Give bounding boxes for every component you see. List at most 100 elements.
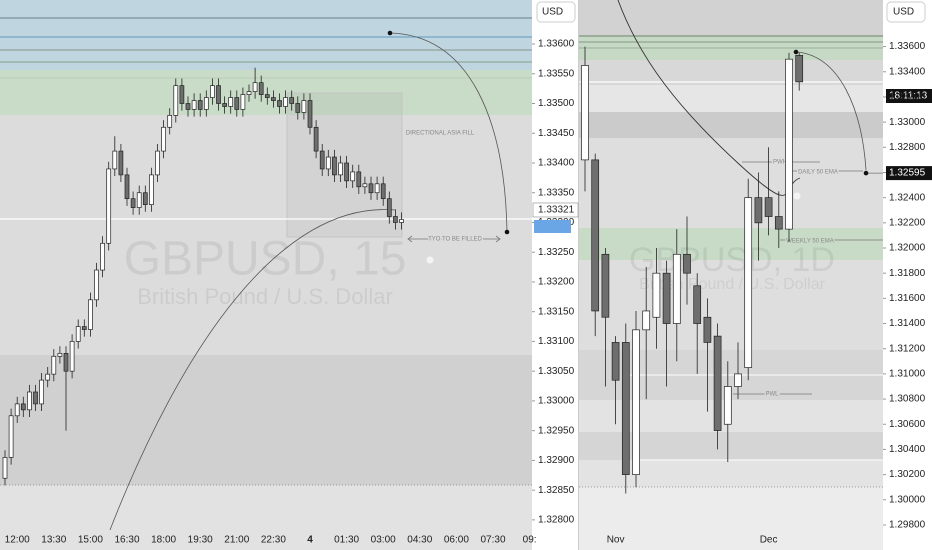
candle-body	[33, 391, 38, 405]
left-zones	[0, 0, 532, 550]
candle-body	[591, 159, 600, 312]
y-tick-label: 1.33350	[538, 187, 575, 198]
candle-body	[167, 115, 173, 128]
candle-body	[277, 100, 282, 107]
currency: USD	[542, 7, 563, 18]
candle-body	[642, 310, 651, 331]
candle-body	[75, 326, 81, 342]
candle-body	[683, 253, 691, 274]
candle-body	[295, 103, 301, 113]
candle-body	[271, 97, 276, 101]
candle-body	[344, 162, 349, 182]
candle-body	[301, 100, 307, 113]
y-tick-label: 1.33200	[889, 92, 926, 103]
candle-body	[764, 197, 773, 217]
x-tick-label: 22:30	[261, 535, 286, 546]
x-tick-label: 01:30	[334, 535, 359, 546]
candle-body	[264, 94, 270, 98]
candle-body	[240, 94, 246, 110]
candle-body	[27, 391, 32, 411]
y-tick-label: 1.33250	[538, 247, 575, 258]
marker-price-label: 1.32595	[889, 168, 926, 179]
candle-body	[632, 329, 640, 475]
candle-body	[81, 326, 87, 330]
candle-body	[356, 171, 362, 188]
candle-body	[14, 403, 20, 417]
y-tick-label: 1.32950	[538, 425, 575, 436]
y-tick-label: 1.29800	[889, 520, 926, 531]
right-watermark: GBPUSD, 1D British Pound / U.S. Dollar	[629, 241, 835, 293]
candle-body	[601, 253, 610, 318]
candle-body	[45, 373, 51, 381]
y-tick-label: 1.31800	[889, 268, 926, 279]
candle-body	[621, 342, 630, 475]
x-tick-label: 19:30	[188, 535, 213, 546]
watermark-subtitle: British Pound / U.S. Dollar	[639, 276, 826, 293]
candle-body	[368, 183, 374, 194]
candle-body	[161, 126, 166, 152]
y-tick-label: 1.33150	[538, 306, 575, 317]
y-tick-label: 1.33400	[889, 66, 926, 77]
x-tick-label: 07:30	[480, 535, 505, 546]
candle-body	[20, 403, 26, 411]
y-tick-label: 1.33000	[538, 396, 575, 407]
candle-body	[173, 85, 179, 116]
currency-button[interactable]	[536, 1, 576, 23]
candle-body	[94, 269, 99, 301]
countdown-box	[886, 89, 932, 103]
y-tick-label: 1.33600	[889, 41, 926, 52]
currency-button[interactable]	[886, 1, 926, 23]
y-tick-label: 1.30000	[889, 494, 926, 505]
watermark-subtitle: British Pound / U.S. Dollar	[137, 284, 393, 309]
candle-body	[785, 58, 793, 230]
currency: USD	[893, 7, 914, 18]
y-tick-label: 1.32000	[889, 243, 926, 254]
candle-body	[57, 352, 63, 357]
y-tick-label: 1.33500	[538, 98, 575, 109]
candle-body	[713, 335, 722, 431]
candle-body	[380, 183, 386, 200]
candle-body	[723, 386, 732, 425]
y-tick-label: 1.33450	[538, 128, 575, 139]
candle-body	[124, 174, 130, 200]
candle-body	[2, 457, 8, 479]
y-tick-label: 1.32900	[538, 455, 575, 466]
x-tick-label: 13:30	[41, 535, 66, 546]
candle-body	[142, 192, 148, 205]
candle-body	[155, 150, 160, 176]
x-tick-label: 16:30	[114, 535, 139, 546]
x-tick-label: 04:30	[407, 535, 432, 546]
y-tick-label: 1.31400	[889, 318, 926, 329]
candle-body	[118, 150, 124, 176]
y-tick-label: 1.32800	[889, 142, 926, 153]
watermark-title: GBPUSD, 1D	[629, 241, 835, 279]
candle-body	[63, 352, 69, 372]
annotation: WEEKLY 50 EMA	[786, 239, 833, 245]
x-tick-label: 21:00	[224, 535, 249, 546]
candle-body	[386, 198, 392, 217]
annotation: DAILY 50 EMA	[798, 170, 838, 176]
y-tick-label: 1.33600	[538, 39, 575, 50]
x-tick-label: 09:	[523, 535, 537, 546]
x-tick-label: 18:00	[151, 535, 176, 546]
left-axis-bg	[532, 0, 578, 550]
candle-body	[744, 197, 753, 368]
candle-body	[136, 192, 142, 208]
annotation: PWH	[773, 160, 787, 166]
y-tick-label: 1.33000	[889, 117, 926, 128]
candle-body	[210, 85, 215, 98]
candle-body	[191, 100, 197, 110]
candle-body	[307, 100, 313, 128]
candle-body	[313, 126, 319, 152]
annotation: TYO TO BE FILLED	[428, 237, 482, 243]
candle-body	[39, 379, 44, 405]
candle-body	[216, 85, 221, 104]
candle-body	[693, 285, 702, 324]
y-tick-label: 1.31200	[889, 343, 926, 354]
candle-body	[179, 85, 185, 104]
candle-body	[234, 97, 240, 110]
candle-body	[774, 216, 783, 230]
candle-body	[51, 355, 57, 375]
candle-body	[332, 156, 337, 176]
